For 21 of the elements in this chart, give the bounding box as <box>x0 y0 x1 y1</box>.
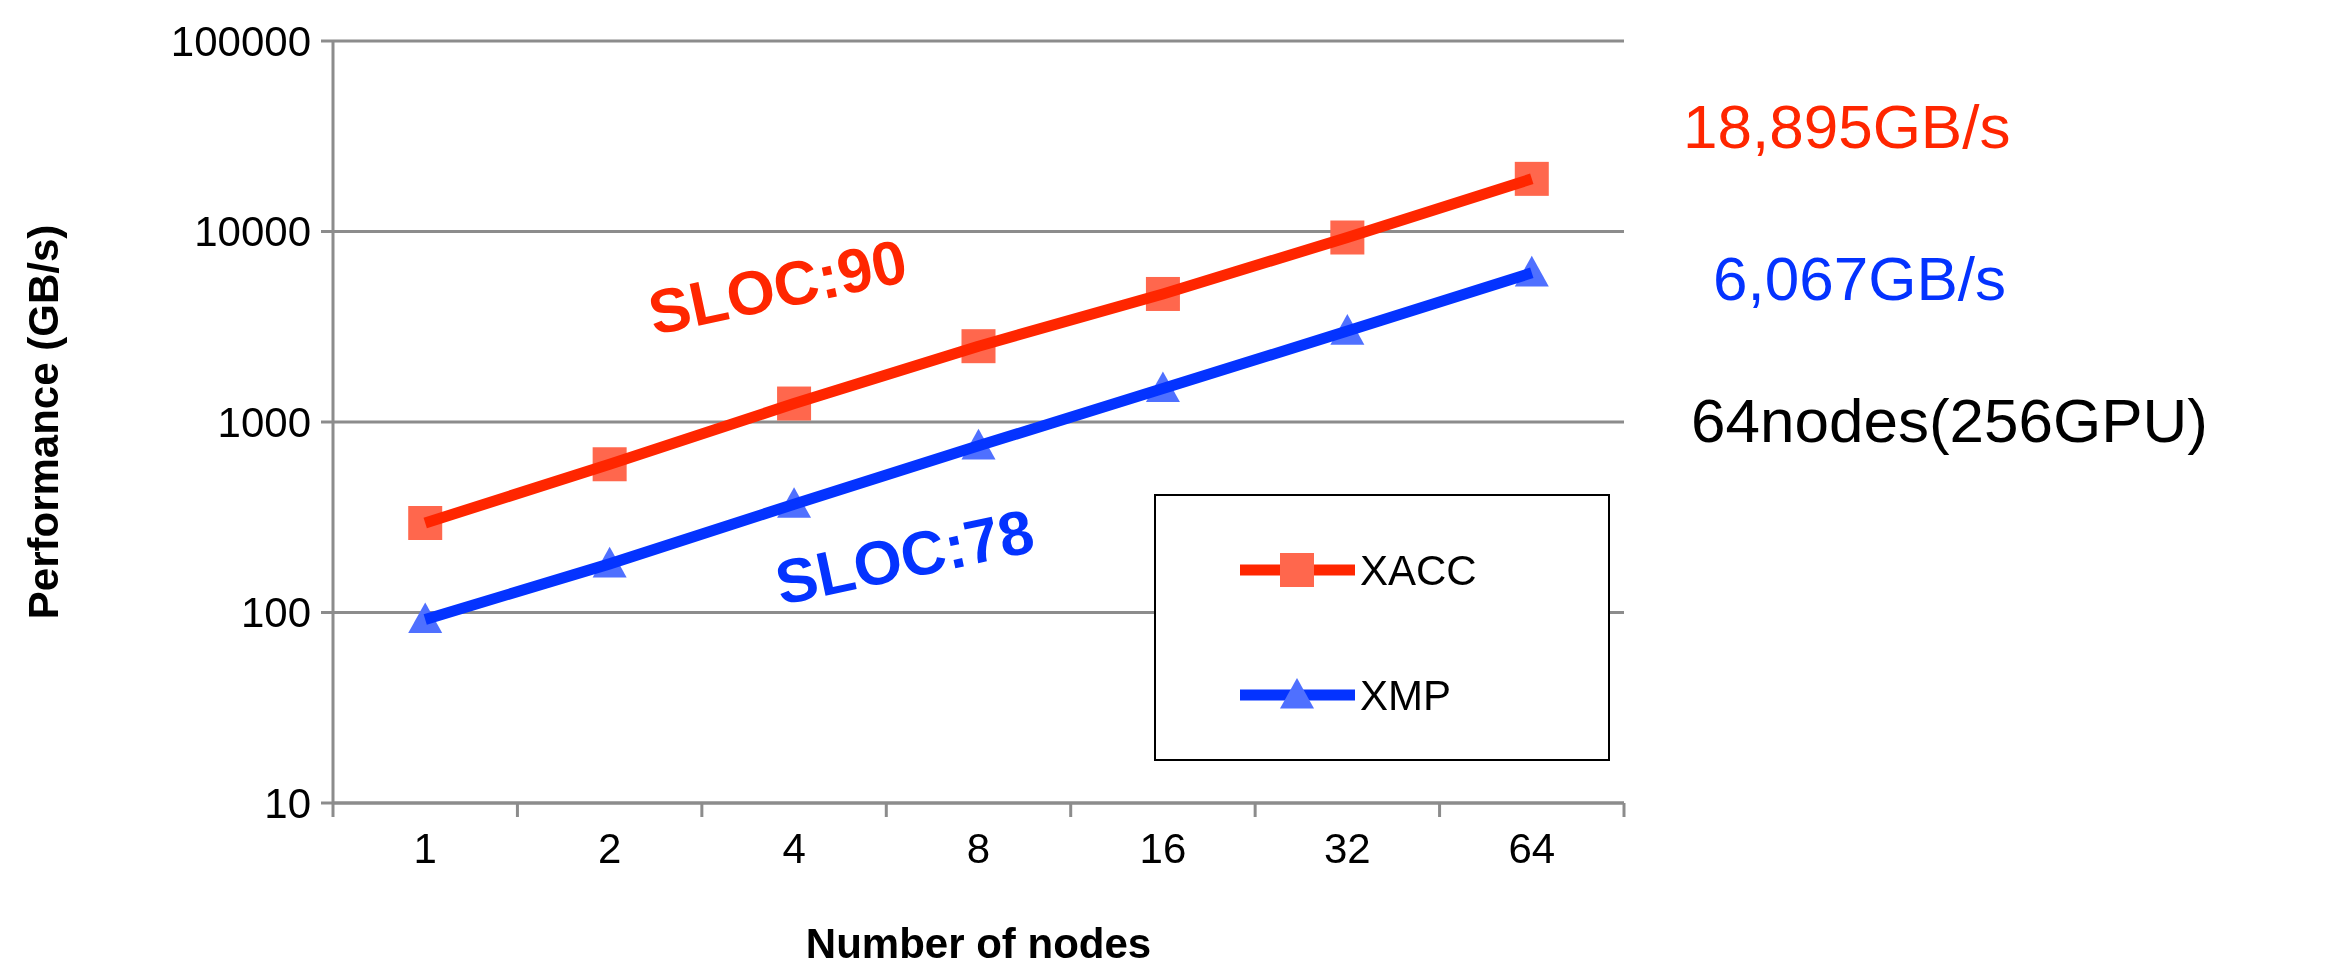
x-tick-label: 8 <box>966 825 991 872</box>
y-tick-label: 10 <box>264 779 311 827</box>
x-tick-label: 64 <box>1508 825 1556 872</box>
text: 64nodes(256GPU) <box>1691 386 2208 455</box>
text: 6,067GB/s <box>1713 244 2006 313</box>
y-tick-label: 100000 <box>170 17 311 65</box>
annotation: SLOC:78 <box>769 496 1040 618</box>
annotation: SLOC:90 <box>642 226 913 348</box>
y-tick-label: 100 <box>240 589 311 637</box>
x-tick-label: 2 <box>597 825 622 872</box>
x-tick-label: 32 <box>1324 825 1371 872</box>
x-tick-label: 16 <box>1139 825 1187 872</box>
legend-label: XACC <box>1360 546 1477 594</box>
x-axis-title: Number of nodes <box>805 920 1152 967</box>
y-axis-title: Performance (GB/s) <box>20 224 67 620</box>
legend-label: XMP <box>1360 671 1452 719</box>
text: 18,895GB/s <box>1683 92 2011 161</box>
x-tick-label: 4 <box>782 825 806 872</box>
y-tick-label: 1000 <box>217 398 311 446</box>
y-tick-label: 10000 <box>194 208 311 256</box>
x-tick-label: 1 <box>413 825 437 872</box>
